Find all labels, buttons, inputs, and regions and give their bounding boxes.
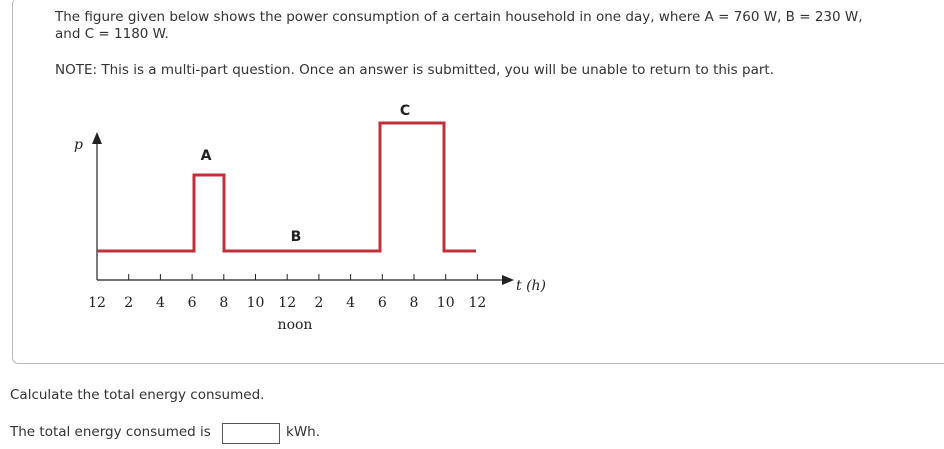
answer-prefix: The total energy consumed is	[10, 424, 211, 440]
question-line: The figure given below shows the power c…	[55, 9, 863, 25]
part-prompt: Calculate the total energy consumed.	[10, 387, 265, 403]
x-axis-label: t (h)	[516, 278, 546, 294]
segment-label: C	[400, 103, 410, 119]
tick-label: 10	[437, 295, 455, 311]
tick-label: 12	[278, 295, 296, 311]
tick-label: 10	[247, 295, 265, 311]
segment-label: B	[291, 229, 302, 245]
tick-label: 6	[378, 295, 387, 311]
tick-label: 8	[219, 295, 228, 311]
segment-label: A	[201, 148, 212, 164]
question-line: and C = 1180 W.	[55, 26, 169, 42]
y-arrow	[92, 132, 102, 144]
tick-label: 12	[468, 295, 486, 311]
power-waveform	[97, 121, 476, 253]
noon-label: noon	[278, 317, 313, 333]
y-axis-label: p	[74, 137, 83, 153]
answer-input[interactable]	[222, 423, 280, 444]
tick-label: 12	[88, 295, 106, 311]
answer-unit: kWh.	[286, 424, 321, 440]
tick-label: 4	[346, 295, 355, 311]
tick-label: 4	[156, 295, 165, 311]
tick-label: 8	[410, 295, 419, 311]
tick-label: 2	[124, 295, 133, 311]
tick-label: 6	[188, 295, 197, 311]
tick-label: 2	[314, 295, 323, 311]
x-arrow	[502, 275, 514, 285]
note: NOTE: This is a multi-part question. Onc…	[55, 62, 774, 78]
question-panel	[12, 0, 944, 364]
